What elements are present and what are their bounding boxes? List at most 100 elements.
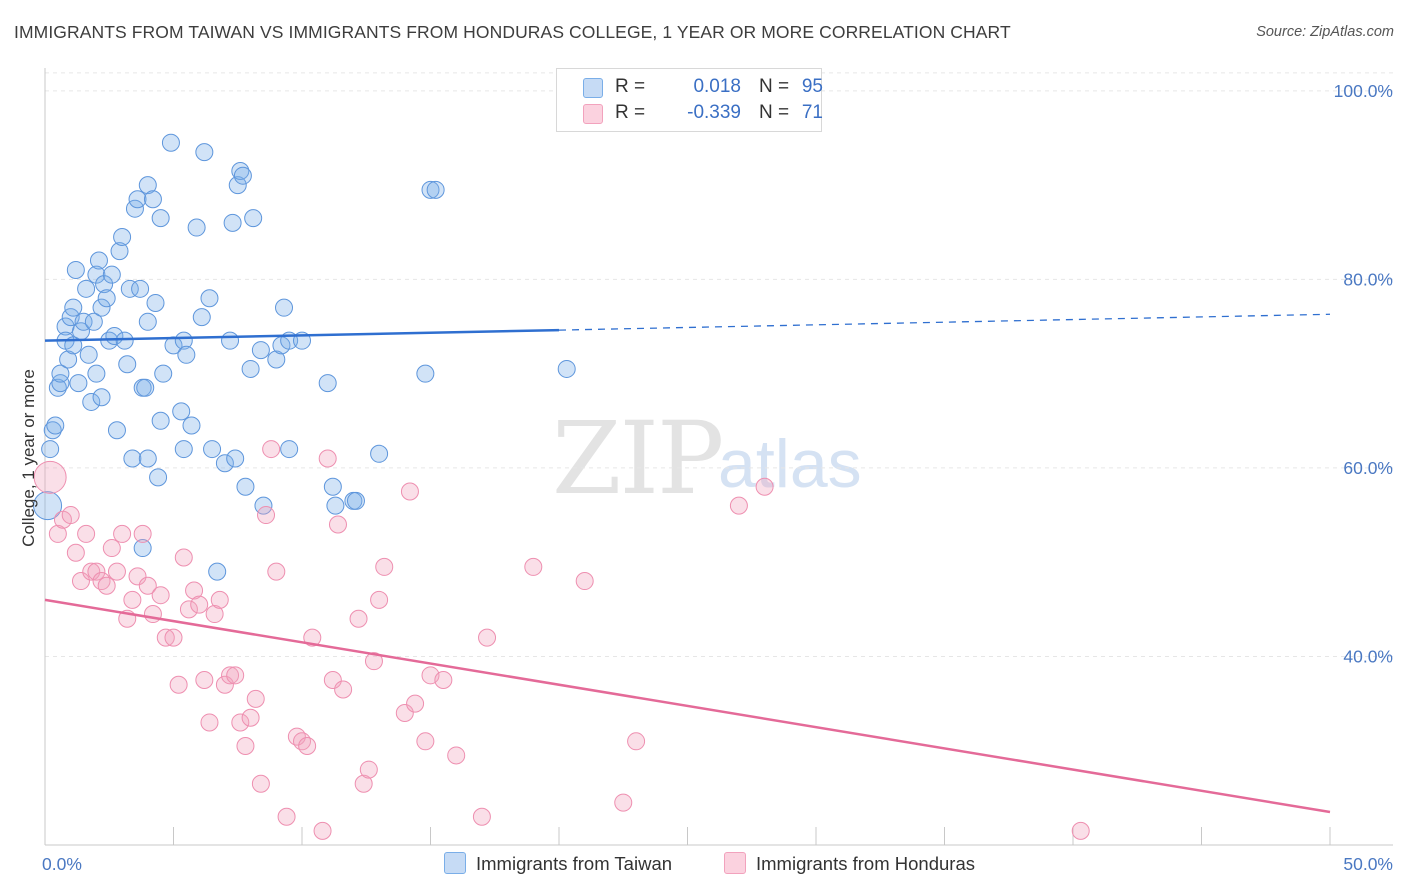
taiwan-point xyxy=(143,190,162,209)
taiwan-point xyxy=(426,180,445,199)
taiwan-point xyxy=(118,355,137,374)
taiwan-point xyxy=(161,133,180,152)
taiwan-point xyxy=(192,308,211,327)
taiwan-point xyxy=(172,402,191,421)
honduras-point xyxy=(293,732,311,751)
honduras-point xyxy=(92,572,111,591)
honduras-point xyxy=(257,506,276,525)
taiwan-point xyxy=(174,331,193,350)
honduras-point xyxy=(174,548,193,567)
y-tick-label: 60.0% xyxy=(1343,458,1393,478)
honduras-point xyxy=(359,760,378,779)
taiwan-point xyxy=(95,275,114,294)
taiwan-point xyxy=(123,449,142,468)
honduras-point xyxy=(190,595,209,614)
taiwan-point xyxy=(154,364,173,383)
honduras-trend-line xyxy=(44,598,1331,814)
taiwan-point xyxy=(138,449,157,468)
chart-title: IMMIGRANTS FROM TAIWAN VS IMMIGRANTS FRO… xyxy=(14,22,1011,42)
taiwan-point xyxy=(226,449,245,468)
honduras-point xyxy=(472,807,491,826)
honduras-point xyxy=(416,732,435,751)
y-tick-label: 40.0% xyxy=(1343,646,1393,666)
taiwan-point xyxy=(146,293,165,312)
taiwan-point xyxy=(215,454,234,473)
honduras-point xyxy=(107,562,126,581)
r-label: R = xyxy=(615,102,646,123)
taiwan-point xyxy=(79,345,98,364)
honduras-legend-swatch xyxy=(724,852,746,874)
taiwan-point xyxy=(233,166,252,185)
taiwan-point xyxy=(82,392,101,411)
taiwan-point xyxy=(51,364,70,383)
honduras-point xyxy=(82,562,101,581)
taiwan-point xyxy=(59,350,78,369)
taiwan-point xyxy=(131,279,150,298)
taiwan-point xyxy=(318,374,337,393)
n-label: N = xyxy=(759,102,790,123)
taiwan-point xyxy=(323,477,342,496)
taiwan-point xyxy=(228,176,247,195)
honduras-point xyxy=(267,562,286,581)
taiwan-point xyxy=(200,289,219,308)
honduras-point xyxy=(287,727,306,746)
taiwan-points xyxy=(33,133,576,581)
honduras-point xyxy=(1071,821,1090,840)
legend-item-taiwan: Immigrants from Taiwan xyxy=(444,852,672,875)
honduras-point xyxy=(328,515,347,534)
honduras-point xyxy=(313,821,332,840)
legend-item-honduras: Immigrants from Honduras xyxy=(724,852,975,875)
taiwan-point xyxy=(120,279,139,298)
watermark-atlas: atlas xyxy=(718,426,862,502)
honduras-point xyxy=(87,562,106,581)
taiwan-point xyxy=(203,440,222,459)
honduras-point xyxy=(226,666,245,685)
taiwan-swatch xyxy=(583,78,603,98)
taiwan-point xyxy=(77,279,96,298)
taiwan-point xyxy=(48,378,67,397)
taiwan-legend-label: Immigrants from Taiwan xyxy=(476,853,673,874)
honduras-point xyxy=(364,652,383,671)
taiwan-point xyxy=(138,312,157,331)
taiwan-point xyxy=(149,468,168,487)
y-tick-label: 80.0% xyxy=(1343,269,1393,289)
tick-labels: 40.0% 60.0% 80.0% 100.0% 0.0% 50.0% College, 1… xyxy=(19,81,1393,874)
taiwan-trend-projection xyxy=(558,313,1331,331)
taiwan-point xyxy=(84,312,103,331)
honduras-point xyxy=(614,793,633,812)
honduras-point xyxy=(61,506,80,525)
honduras-point xyxy=(164,628,183,647)
honduras-point xyxy=(334,680,353,699)
taiwan-point xyxy=(326,496,345,515)
taiwan-trend-line xyxy=(44,328,560,342)
honduras-point xyxy=(66,543,85,562)
taiwan-point xyxy=(182,416,201,435)
taiwan-point xyxy=(195,143,214,162)
taiwan-point xyxy=(151,209,170,228)
honduras-point xyxy=(128,567,147,586)
honduras-point xyxy=(236,737,255,756)
honduras-point xyxy=(375,557,394,576)
honduras-point xyxy=(241,708,260,727)
r-value-honduras: -0.339 xyxy=(687,102,741,123)
taiwan-point xyxy=(46,416,65,435)
taiwan-point xyxy=(244,209,263,228)
honduras-point xyxy=(395,704,414,723)
honduras-point xyxy=(179,600,198,619)
n-value-honduras: 71 xyxy=(801,102,823,123)
taiwan-point xyxy=(187,218,206,237)
honduras-point xyxy=(71,572,90,591)
honduras-point xyxy=(221,666,240,685)
honduras-point xyxy=(627,732,646,751)
taiwan-point xyxy=(236,477,255,496)
taiwan-point xyxy=(151,411,170,430)
honduras-point xyxy=(406,694,425,713)
honduras-point xyxy=(434,671,453,690)
honduras-point xyxy=(205,605,224,624)
honduras-point xyxy=(33,460,67,494)
taiwan-point xyxy=(177,345,196,364)
taiwan-point xyxy=(51,374,70,393)
honduras-point xyxy=(575,572,594,591)
taiwan-point xyxy=(69,374,88,393)
